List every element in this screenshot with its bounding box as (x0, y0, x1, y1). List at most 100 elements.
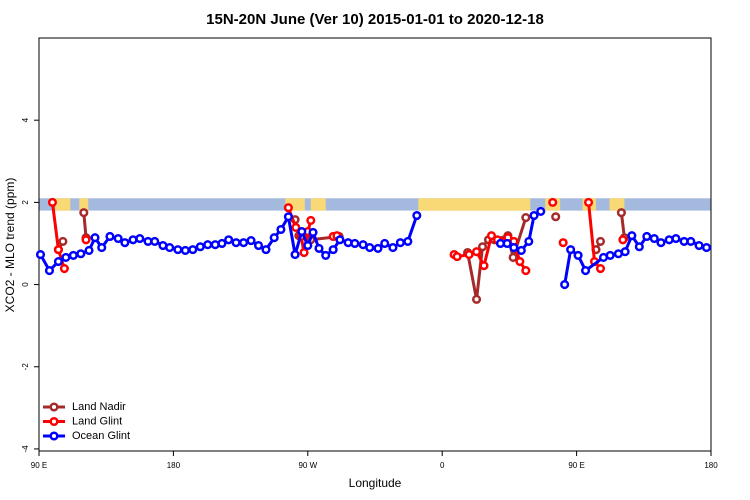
data-point (217, 238, 227, 249)
data-point (524, 236, 534, 246)
data-point (649, 233, 659, 244)
data-point (595, 236, 606, 246)
data-point (620, 247, 630, 257)
data-point (515, 257, 525, 267)
data-point (477, 242, 488, 252)
data-point (44, 266, 55, 276)
data-point (471, 247, 482, 257)
data-point (224, 235, 234, 245)
data-point (47, 197, 57, 207)
data-point (551, 212, 561, 222)
data-point (253, 240, 264, 251)
data-point (335, 235, 345, 245)
data-point (642, 231, 652, 242)
data-point (306, 215, 316, 226)
legend-marker (49, 431, 59, 441)
data-point (84, 245, 94, 256)
data-point (314, 243, 324, 253)
data-point (502, 238, 512, 249)
data-point (299, 247, 309, 258)
data-point (412, 210, 422, 221)
data-point (521, 266, 531, 276)
data-point (283, 203, 293, 213)
data-point (558, 238, 568, 248)
data-point (508, 252, 518, 262)
data-point (35, 250, 46, 260)
data-point (595, 263, 606, 274)
data-point (297, 227, 307, 237)
x-tick-label: 180 (167, 461, 181, 470)
data-point (239, 238, 249, 248)
data-point (97, 243, 107, 253)
legend-label: Ocean Glint (72, 430, 130, 442)
data-point (471, 294, 482, 304)
x-tick-label: 180 (704, 461, 718, 470)
data-point (203, 240, 213, 250)
data-point (566, 245, 576, 255)
data-point (560, 280, 570, 290)
data-point (380, 238, 390, 249)
data-point (509, 243, 519, 253)
data-point (536, 206, 546, 216)
land-band (55, 198, 71, 211)
data-point (90, 233, 100, 243)
land-band (418, 198, 531, 211)
y-tick-label: -4 (21, 445, 30, 453)
land-band (310, 198, 326, 211)
y-tick-label: 2 (21, 200, 30, 205)
data-point (120, 238, 130, 248)
data-point (634, 242, 644, 252)
x-tick-label: 90 W (298, 461, 317, 470)
data-point (686, 236, 696, 246)
data-point (59, 263, 69, 274)
data-point (276, 224, 286, 235)
data-point (388, 243, 398, 253)
data-point (308, 227, 318, 237)
data-point (618, 235, 628, 245)
data-point (269, 233, 279, 243)
data-point (180, 245, 190, 256)
legend-label: Land Nadir (72, 401, 126, 413)
data-point (581, 266, 591, 276)
data-point (627, 231, 637, 241)
data-point (395, 238, 405, 248)
data-point (452, 252, 462, 262)
data-point (303, 240, 313, 251)
y-axis-label: XCO2 - MLO trend (ppm) (3, 178, 17, 313)
data-point (521, 213, 531, 223)
data-point (291, 222, 301, 232)
data-point (605, 250, 615, 260)
data-point (135, 233, 145, 244)
data-point (321, 250, 331, 260)
data-point (173, 245, 183, 255)
data-point (365, 243, 375, 253)
data-point (350, 238, 360, 249)
x-axis-label: Longitude (349, 476, 402, 490)
plot-frame (38, 37, 712, 452)
data-point (53, 257, 63, 267)
legend-marker (49, 402, 59, 412)
land-band (79, 198, 89, 211)
series-line (57, 212, 626, 300)
data-point (195, 242, 205, 252)
data-point (246, 236, 256, 246)
chart-title: 15N-20N June (Ver 10) 2015-01-01 to 2020… (206, 11, 544, 28)
data-point (68, 250, 78, 260)
data-point (53, 245, 63, 255)
y-tick-label: 0 (21, 282, 30, 287)
data-point (290, 250, 300, 260)
data-point (261, 245, 271, 255)
legend-marker (49, 416, 59, 427)
data-point (701, 243, 712, 253)
x-tick-label: 0 (440, 461, 445, 470)
data-point (79, 208, 89, 218)
legend-label: Land Glint (72, 415, 122, 427)
x-tick-label: 90 E (31, 461, 47, 470)
data-point (479, 261, 489, 271)
data-point (616, 208, 626, 218)
x-tick-label: 90 E (568, 461, 584, 470)
data-point (548, 197, 558, 207)
y-tick-label: -2 (21, 363, 30, 371)
data-point (694, 240, 704, 251)
